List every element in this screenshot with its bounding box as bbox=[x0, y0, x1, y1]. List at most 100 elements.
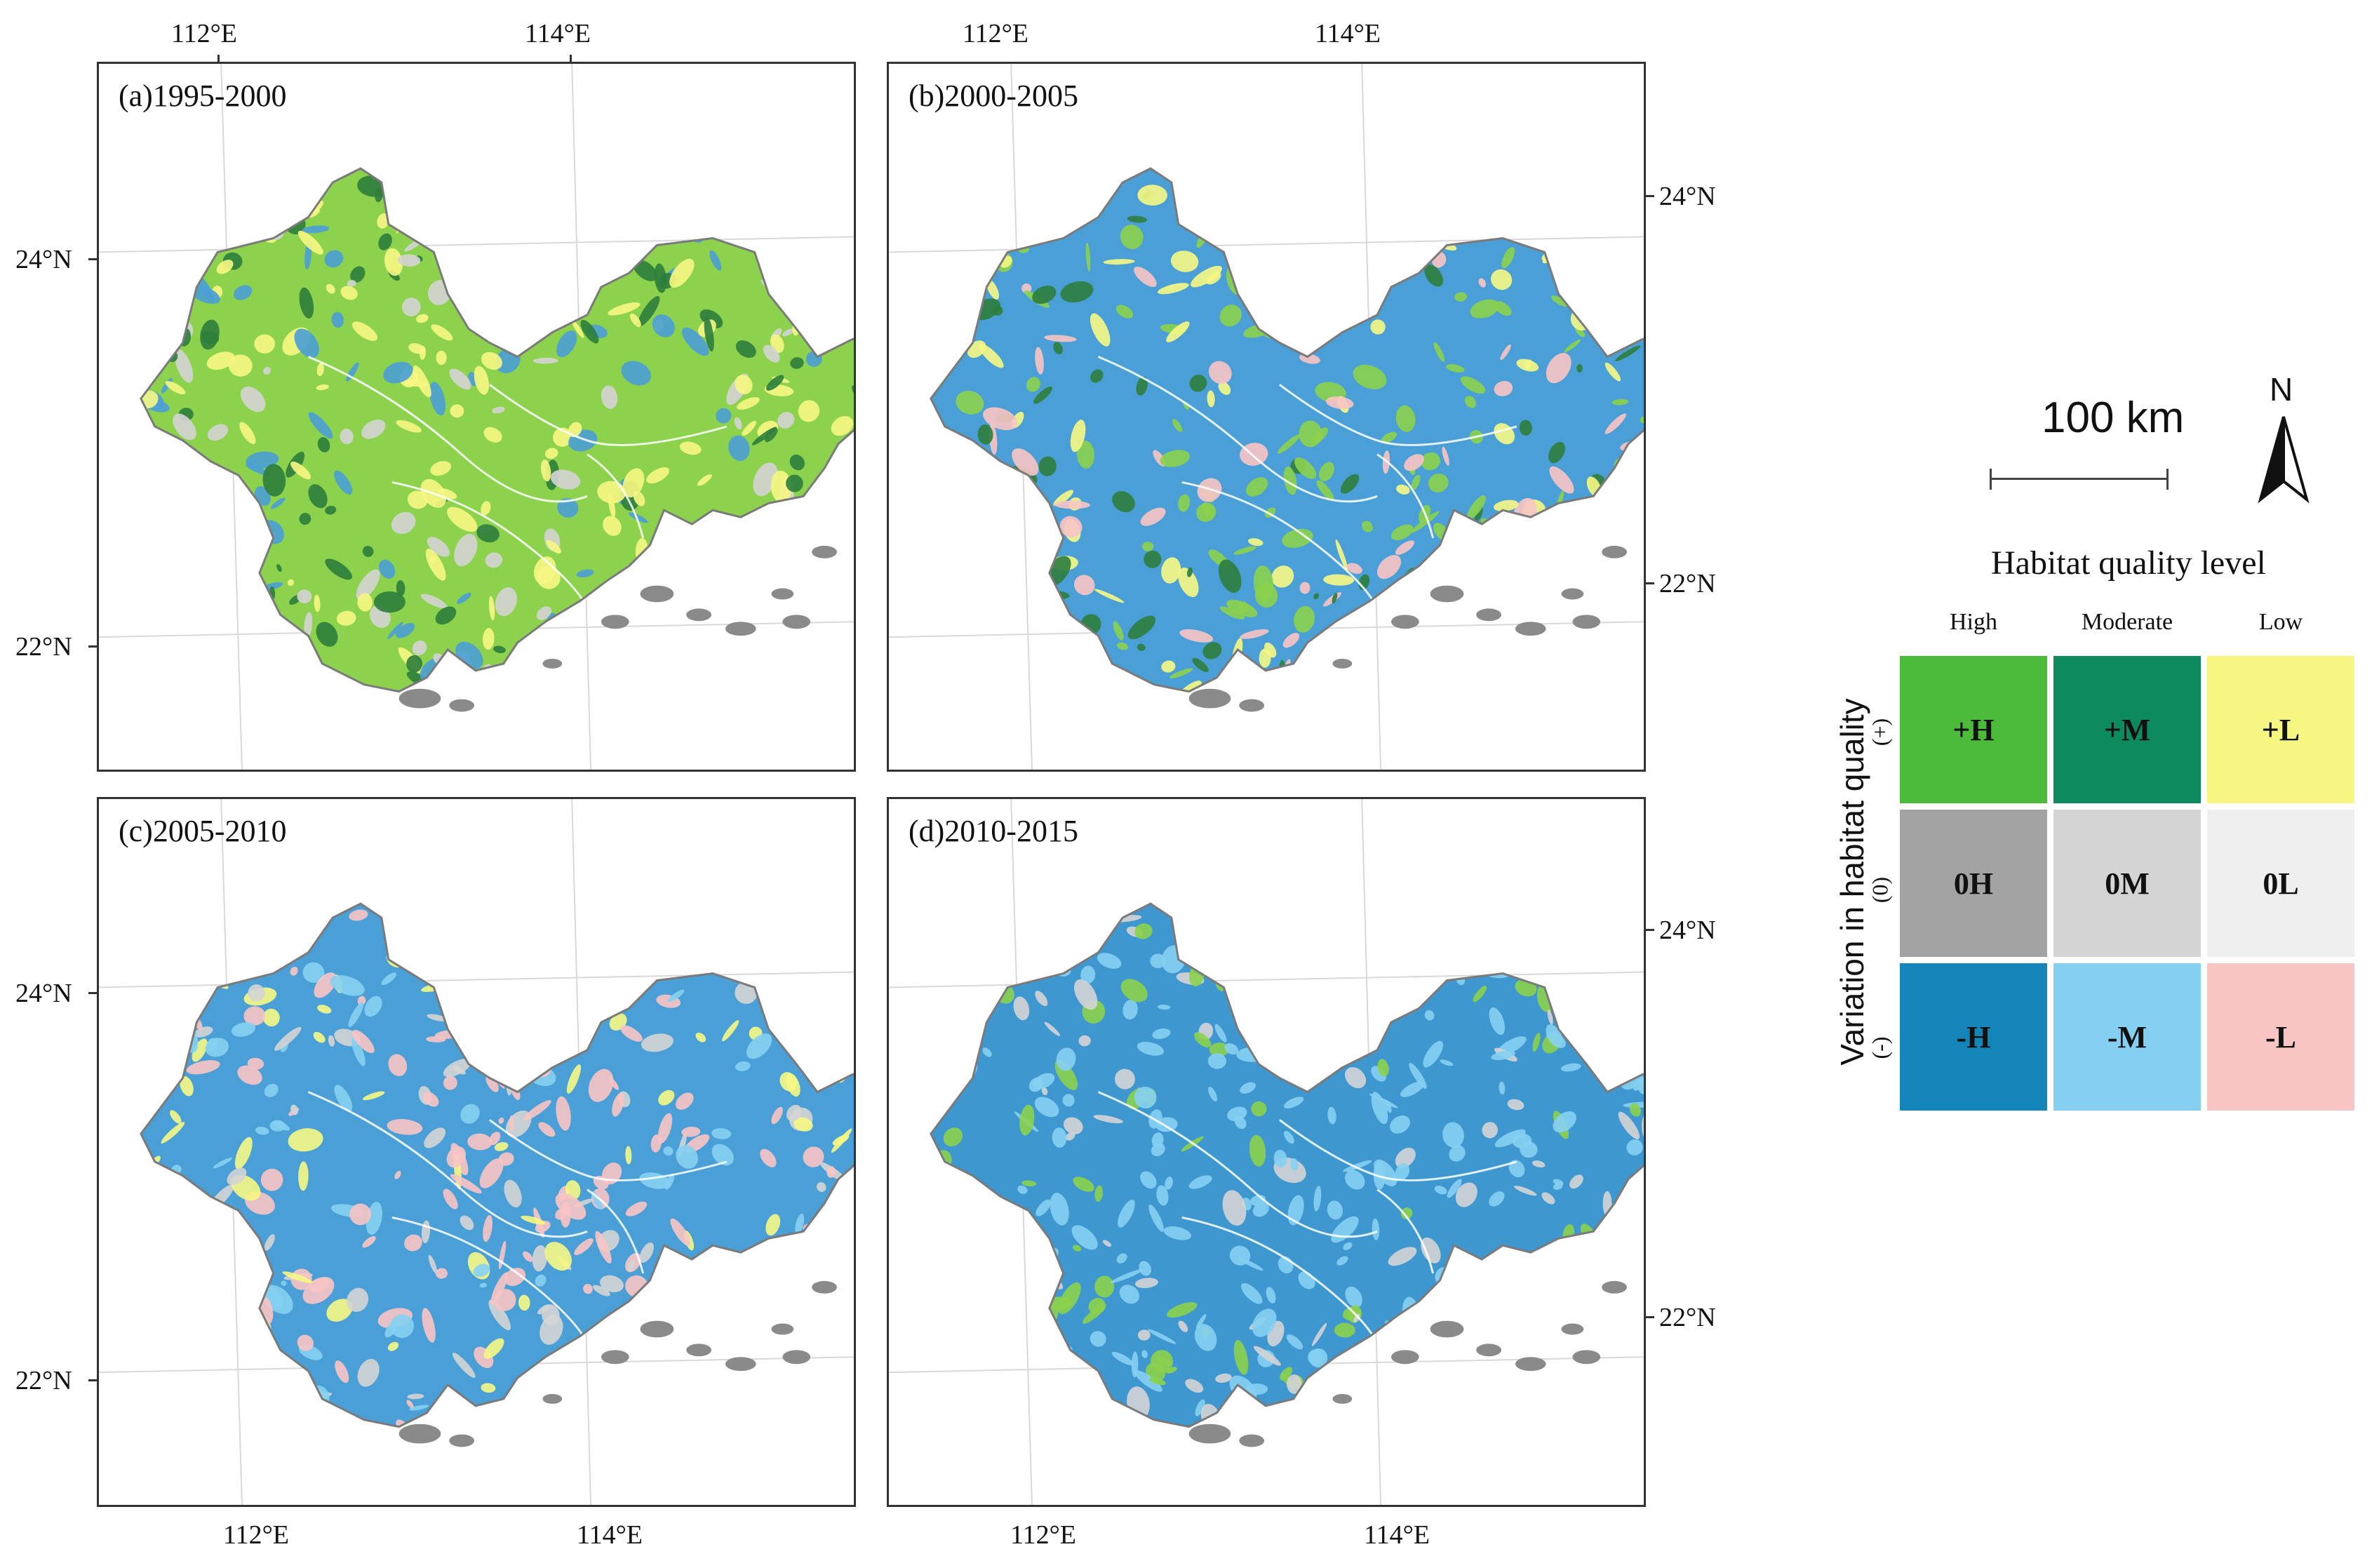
habitat-patch bbox=[1083, 1304, 1106, 1324]
habitat-patch bbox=[502, 238, 515, 253]
island bbox=[812, 1280, 837, 1294]
habitat-patch bbox=[1012, 448, 1039, 476]
habitat-patch bbox=[316, 622, 338, 647]
habitat-patch bbox=[499, 934, 511, 969]
habitat-patch bbox=[1050, 650, 1064, 667]
habitat-patch bbox=[381, 972, 396, 986]
habitat-patch bbox=[208, 1324, 230, 1343]
habitat-patch bbox=[448, 208, 465, 220]
habitat-patch bbox=[1327, 1106, 1336, 1125]
habitat-patch bbox=[608, 664, 629, 691]
habitat-patch bbox=[663, 168, 685, 182]
habitat-patch bbox=[1379, 224, 1393, 246]
habitat-patch bbox=[1532, 1033, 1541, 1052]
island bbox=[449, 699, 475, 712]
panel-title-d: (d)2010-2015 bbox=[909, 814, 1078, 848]
habitat-patch bbox=[482, 249, 495, 256]
island bbox=[1332, 1393, 1353, 1404]
habitat-patch bbox=[1437, 554, 1459, 575]
habitat-patch bbox=[1081, 676, 1102, 690]
habitat-patch bbox=[1420, 168, 1442, 178]
habitat-patch bbox=[297, 230, 323, 255]
habitat-patch bbox=[1522, 904, 1544, 917]
habitat-patch bbox=[1136, 376, 1148, 396]
habitat-patch bbox=[387, 1119, 423, 1135]
habitat-patch bbox=[1078, 1035, 1091, 1047]
habitat-patch bbox=[782, 243, 793, 255]
habitat-patch bbox=[528, 214, 547, 232]
habitat-patch bbox=[575, 173, 602, 198]
habitat-patch bbox=[504, 1179, 522, 1208]
habitat-patch bbox=[1053, 490, 1074, 506]
habitat-patch bbox=[140, 509, 171, 521]
habitat-patch bbox=[518, 246, 546, 262]
habitat-patch bbox=[262, 1008, 280, 1027]
habitat-patch bbox=[782, 954, 801, 980]
habitat-patch bbox=[843, 1352, 854, 1373]
habitat-patch bbox=[646, 467, 670, 484]
habitat-patch bbox=[1343, 1160, 1372, 1172]
habitat-patch bbox=[404, 1234, 422, 1252]
river-line bbox=[307, 356, 588, 503]
habitat-patch bbox=[1208, 361, 1232, 384]
habitat-patch bbox=[1287, 1374, 1302, 1394]
habitat-patch bbox=[163, 1395, 190, 1417]
habitat-patch bbox=[583, 253, 598, 268]
habitat-patch bbox=[822, 990, 838, 1012]
habitat-patch bbox=[1209, 1043, 1230, 1057]
habitat-patch bbox=[1541, 1192, 1555, 1205]
habitat-patch bbox=[1035, 991, 1048, 1007]
habitat-patch bbox=[140, 1386, 159, 1403]
habitat-patch bbox=[140, 1383, 156, 1391]
tick-d-right-22 bbox=[1646, 1316, 1654, 1318]
habitat-patch bbox=[1163, 1226, 1192, 1240]
habitat-patch bbox=[1335, 539, 1348, 572]
habitat-patch bbox=[1150, 1350, 1174, 1373]
habitat-patch bbox=[373, 591, 406, 613]
habitat-patch bbox=[1381, 681, 1395, 692]
habitat-patch bbox=[1325, 396, 1354, 409]
habitat-patch bbox=[735, 603, 747, 618]
habitat-patch bbox=[614, 966, 641, 990]
river-line bbox=[1181, 481, 1379, 609]
habitat-patch bbox=[836, 492, 854, 513]
habitat-patch bbox=[325, 558, 353, 580]
habitat-patch bbox=[1287, 985, 1317, 994]
habitat-patch bbox=[1329, 288, 1353, 309]
habitat-patch bbox=[1264, 1012, 1290, 1024]
habitat-patch bbox=[1363, 1373, 1379, 1394]
habitat-patch bbox=[1052, 1127, 1067, 1148]
habitat-patch bbox=[1463, 673, 1482, 692]
habitat-patch bbox=[638, 295, 660, 327]
habitat-patch bbox=[1604, 606, 1623, 635]
habitat-patch bbox=[204, 634, 222, 659]
habitat-patch bbox=[1313, 168, 1329, 176]
habitat-patch bbox=[941, 253, 975, 269]
habitat-patch bbox=[1423, 1040, 1443, 1068]
habitat-patch bbox=[1054, 500, 1090, 509]
island bbox=[771, 588, 794, 600]
habitat-patch bbox=[1017, 1280, 1031, 1291]
habitat-patch bbox=[207, 424, 229, 441]
habitat-patch bbox=[1202, 642, 1222, 659]
habitat-patch bbox=[630, 912, 640, 920]
habitat-patch bbox=[1353, 364, 1387, 389]
habitat-patch bbox=[1021, 283, 1032, 294]
habitat-patch bbox=[1114, 1068, 1135, 1090]
tick-c-left-22 bbox=[88, 1379, 97, 1381]
habitat-patch bbox=[1496, 1280, 1518, 1314]
habitat-patch bbox=[1395, 405, 1416, 432]
habitat-patch bbox=[142, 1337, 157, 1356]
habitat-patch bbox=[1588, 563, 1604, 586]
habitat-patch bbox=[1557, 249, 1581, 273]
habitat-patch bbox=[1484, 585, 1510, 601]
habitat-patch bbox=[1052, 1409, 1073, 1419]
habitat-patch bbox=[504, 1268, 526, 1287]
habitat-patch bbox=[1063, 1117, 1083, 1134]
habitat-patch bbox=[1040, 175, 1055, 192]
habitat-patch bbox=[982, 1047, 992, 1057]
habitat-patch bbox=[1286, 1034, 1311, 1050]
habitat-patch bbox=[1506, 657, 1516, 682]
habitat-patch bbox=[1421, 1237, 1441, 1264]
habitat-patch bbox=[1283, 199, 1299, 217]
